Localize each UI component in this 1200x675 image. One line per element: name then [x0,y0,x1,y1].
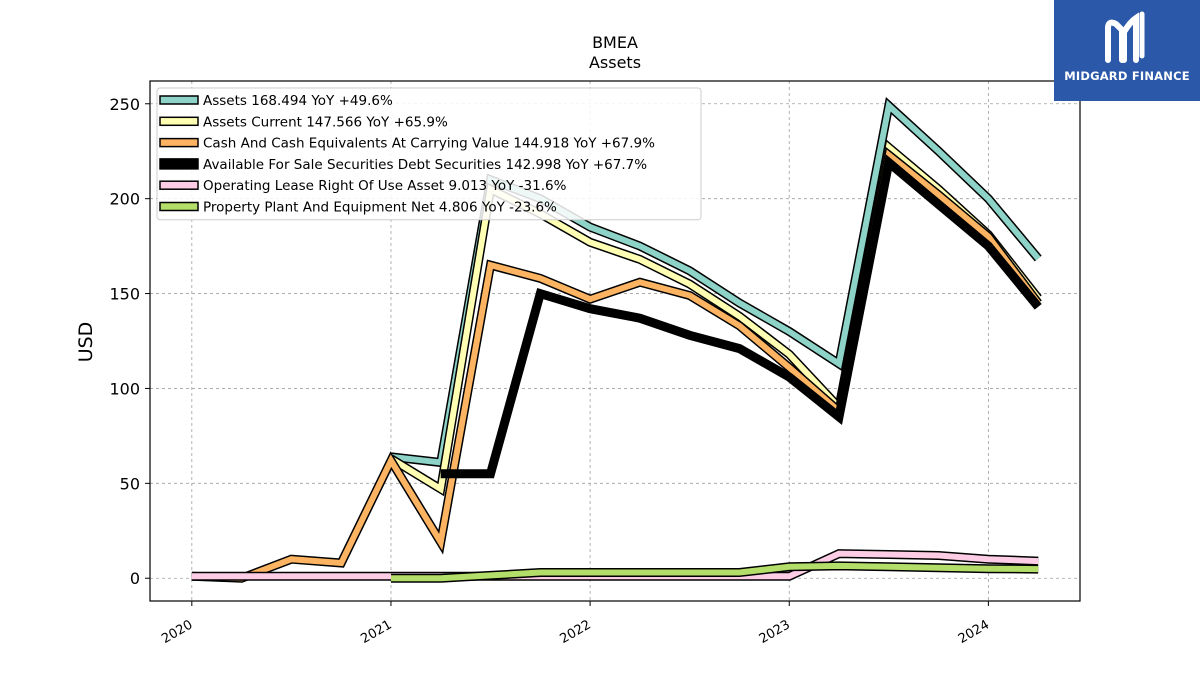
x-tick-label: 2022 [558,617,594,647]
legend-item: Assets 168.494 YoY +49.6% [159,93,393,109]
legend-item: Cash And Cash Equivalents At Carrying Va… [159,136,655,152]
legend-label: Cash And Cash Equivalents At Carrying Va… [203,136,655,152]
y-tick-label: 250 [109,95,140,114]
y-axis-label: USD [75,322,97,363]
x-tick-label: 2024 [956,617,992,647]
legend-label: Available For Sale Securities Debt Secur… [203,157,647,173]
legend-item: Assets Current 147.566 YoY +65.9% [159,114,448,130]
legend-swatch [159,137,199,148]
series-line [191,146,1042,583]
legend-swatch [159,180,199,190]
y-tick-label: 0 [130,569,140,588]
legend-swatch [159,95,199,105]
plot-area-frame [149,80,1081,602]
series-line [440,154,1042,479]
legend-label: Assets 168.494 YoY +49.6% [203,93,393,109]
legend-swatch [159,201,199,212]
legend-label: Property Plant And Equipment Net 4.806 Y… [203,200,557,216]
x-tick-label: 2023 [757,617,793,647]
series-line-stroke [440,154,1042,479]
legend-label: Operating Lease Right Of Use Asset 9.013… [203,178,567,194]
y-tick-label: 50 [120,474,140,493]
legend-box [156,87,702,221]
legend: Assets 168.494 YoY +49.6% Assets Current … [156,87,702,221]
y-tick-label: 200 [109,190,140,209]
x-tick-label: 2020 [159,617,195,647]
legend-item: Available For Sale Securities Debt Secur… [159,157,647,173]
chart-subtitle: Assets [589,53,641,72]
legend-swatch [159,116,199,127]
brand-logo: MIDGARD FINANCE [1054,0,1200,101]
chart-title: BMEA [592,33,638,52]
series-line-stroke [391,562,1039,582]
legend-item: Property Plant And Equipment Net 4.806 Y… [159,200,557,216]
brand-name: MIDGARD FINANCE [1064,69,1190,83]
y-tick-label: 100 [109,379,140,398]
legend-label: Assets Current 147.566 YoY +65.9% [203,114,448,130]
series-line-stroke [191,149,1041,582]
legend-item: Operating Lease Right Of Use Asset 9.013… [159,178,567,194]
y-tick-label: 150 [109,285,140,304]
series-line [391,561,1039,583]
x-tick-label: 2021 [358,617,394,647]
legend-swatch [159,158,199,170]
midgard-m-logo-icon [1105,11,1145,63]
